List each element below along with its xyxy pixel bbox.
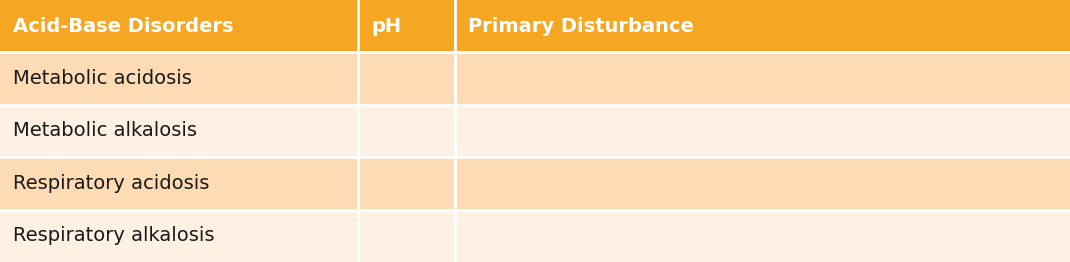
Bar: [0, 52, 358, 105]
Bar: [0, 210, 358, 262]
Text: pH: pH: [371, 17, 401, 36]
Bar: [358, 52, 455, 105]
Bar: [358, 105, 455, 157]
Bar: [455, 0, 1070, 52]
Bar: [455, 52, 1070, 105]
Text: Acid-Base Disorders: Acid-Base Disorders: [13, 17, 233, 36]
Text: Metabolic alkalosis: Metabolic alkalosis: [13, 122, 197, 140]
Bar: [455, 157, 1070, 210]
Bar: [358, 0, 455, 52]
Bar: [0, 105, 358, 157]
Bar: [455, 210, 1070, 262]
Bar: [455, 105, 1070, 157]
Text: Respiratory alkalosis: Respiratory alkalosis: [13, 226, 214, 245]
Bar: [358, 157, 455, 210]
Bar: [0, 157, 358, 210]
Text: Metabolic acidosis: Metabolic acidosis: [13, 69, 192, 88]
Text: Primary Disturbance: Primary Disturbance: [468, 17, 693, 36]
Bar: [358, 210, 455, 262]
Bar: [0, 0, 358, 52]
Text: Respiratory acidosis: Respiratory acidosis: [13, 174, 210, 193]
